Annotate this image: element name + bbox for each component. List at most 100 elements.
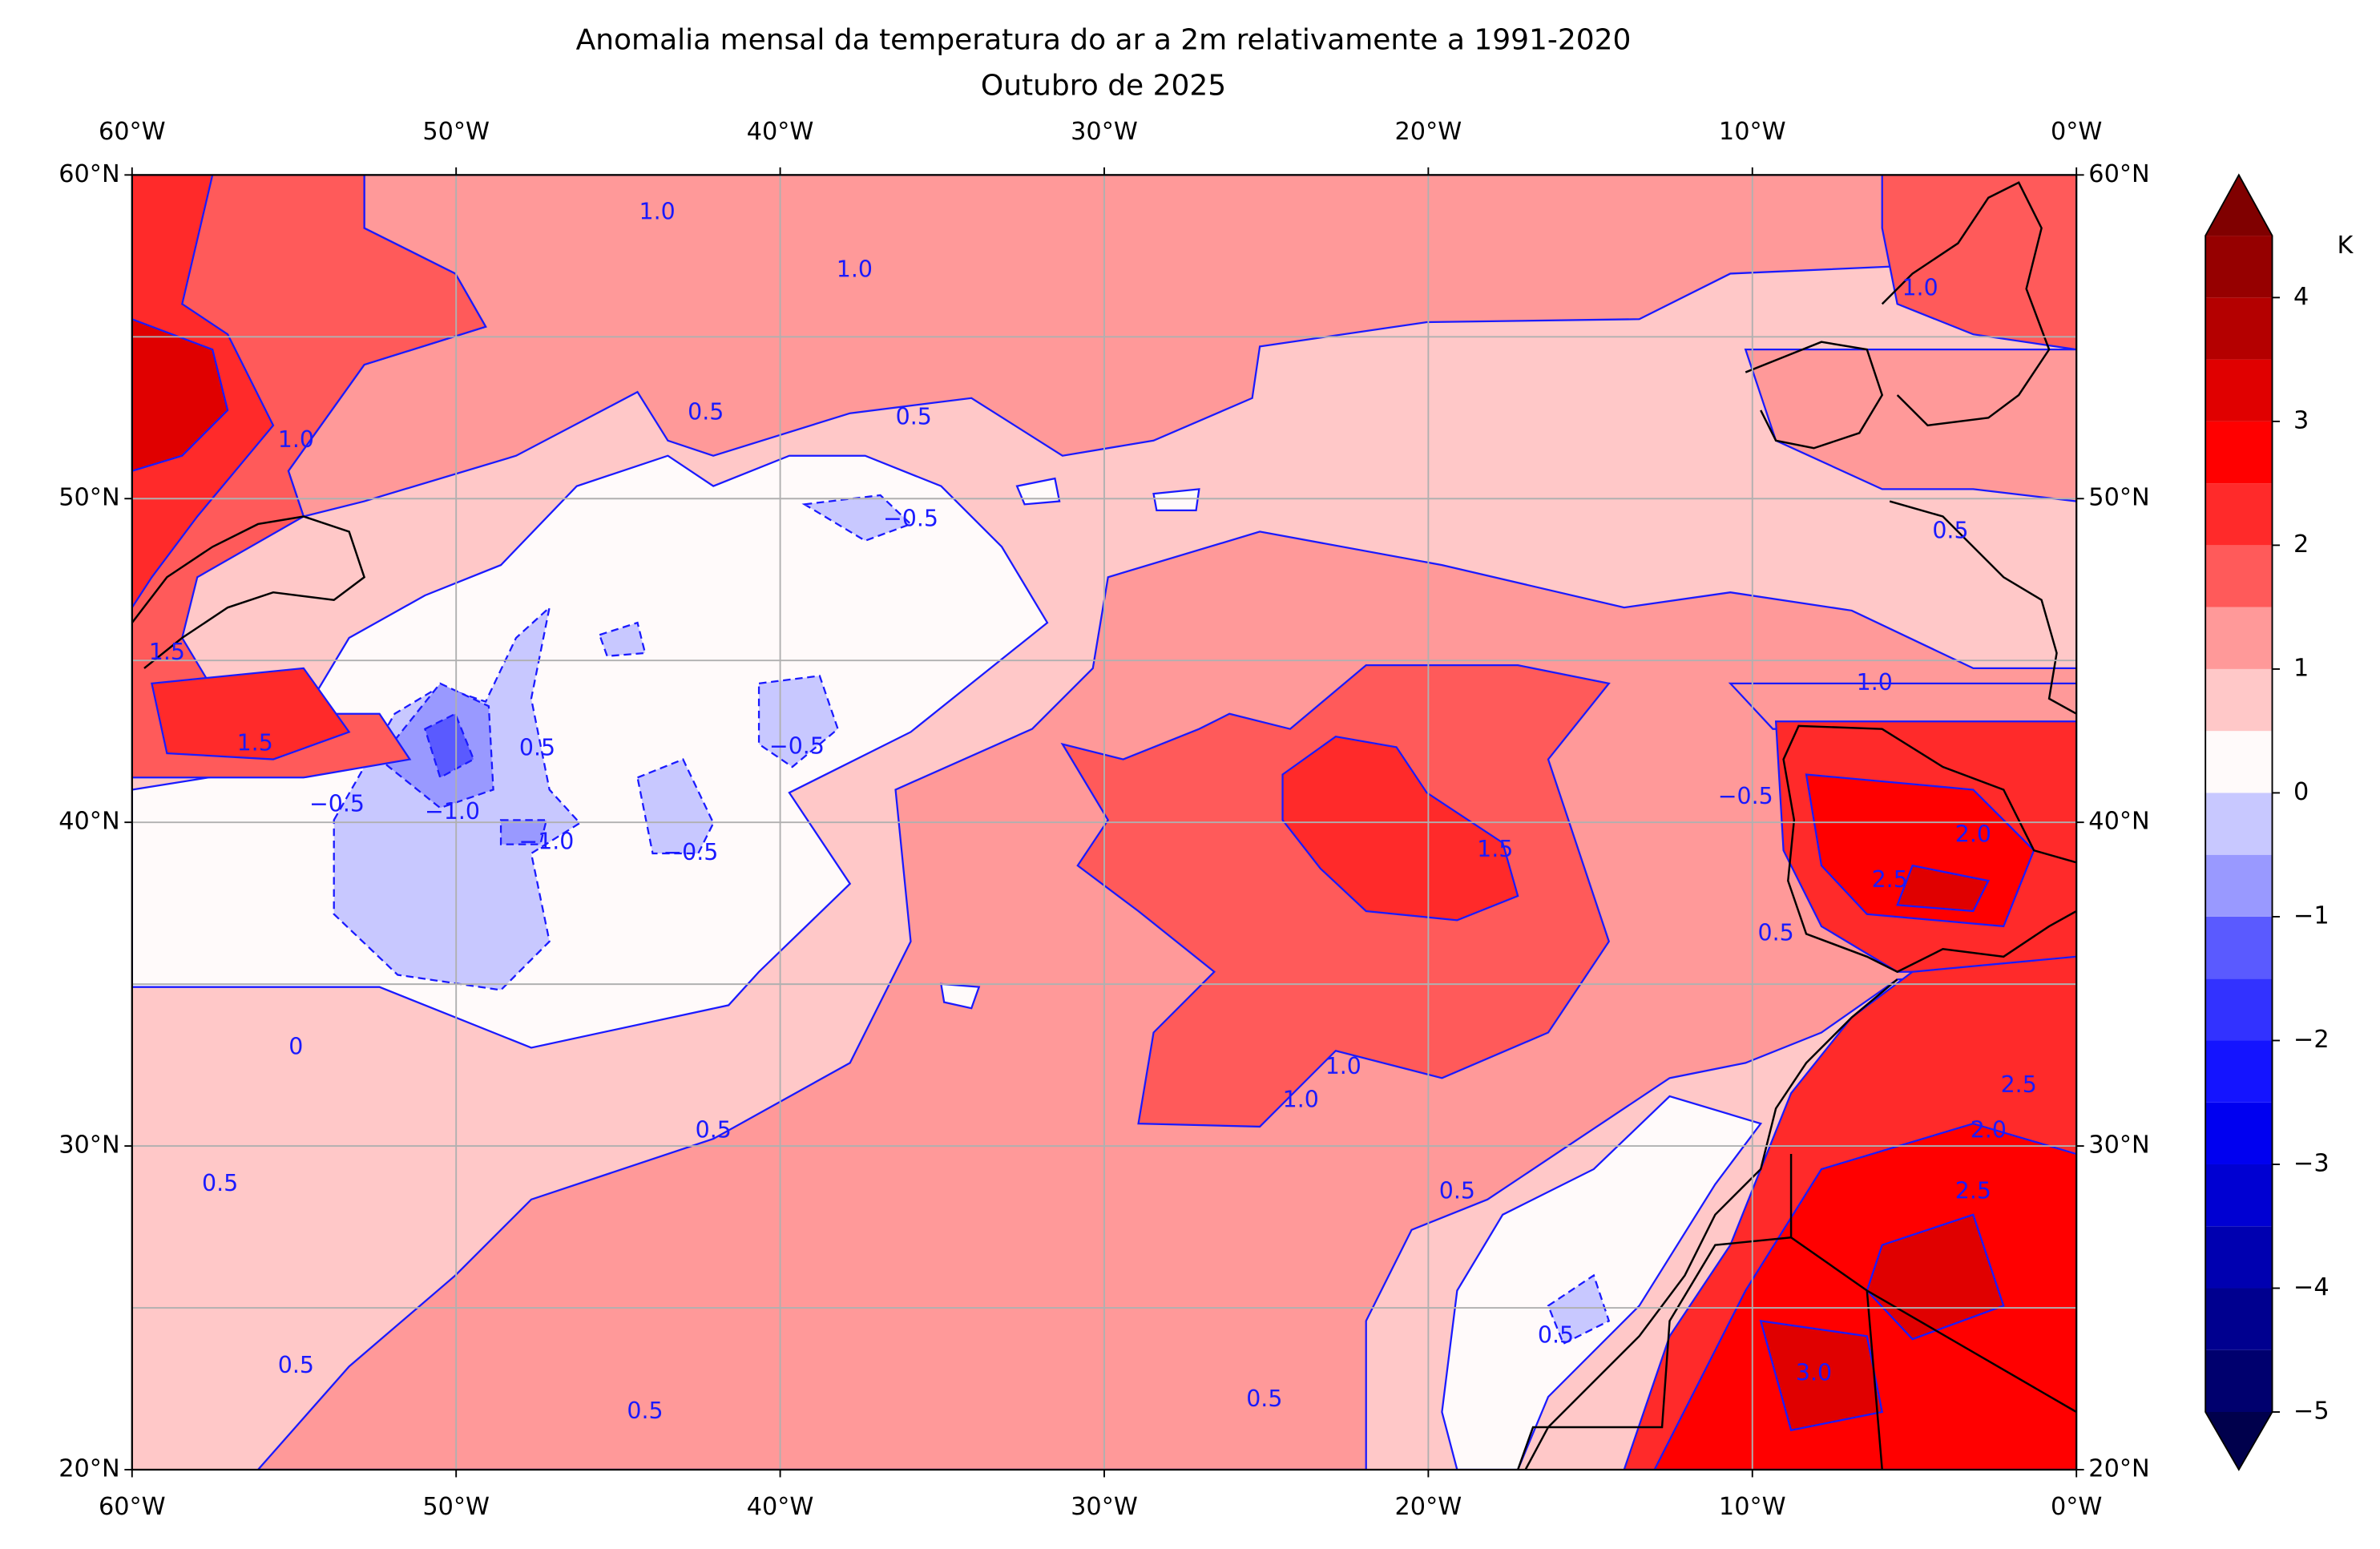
colorbar-bin	[2205, 916, 2273, 979]
lat-tick-label: 40°N	[58, 808, 119, 836]
colorbar-tick-label: 4	[2293, 283, 2309, 311]
coastline	[1524, 978, 1898, 1470]
colorbar-bin	[2205, 1226, 2273, 1289]
contour-label: 0.5	[1538, 1321, 1574, 1348]
contour-label: 1.0	[1857, 669, 1893, 696]
colorbar-bin	[2205, 1164, 2273, 1227]
contour-region	[1152, 488, 1200, 512]
contour-label: 2.5	[1872, 866, 1908, 893]
colorbar-tick-label: −2	[2293, 1026, 2330, 1054]
colorbar-extend	[2205, 175, 2273, 236]
lon-tick-label: 10°W	[1719, 118, 1786, 146]
contour-label: −0.5	[1718, 783, 1773, 809]
lon-tick-label: 20°W	[1395, 118, 1462, 146]
lat-tick-label: 40°N	[2088, 808, 2149, 836]
contour-region	[499, 819, 548, 845]
contour-region	[131, 175, 487, 779]
colorbar-bin	[2205, 359, 2273, 422]
contour-label: 0.5	[519, 734, 555, 760]
lat-tick-label: 20°N	[58, 1455, 119, 1483]
colorbar-extend	[2205, 1412, 2273, 1470]
lon-tick-label: 40°W	[747, 118, 814, 146]
contour-label: −0.5	[769, 732, 825, 759]
contour-label: 3.0	[1796, 1360, 1832, 1386]
border	[1866, 1290, 1883, 1470]
contour-region	[1281, 735, 1519, 922]
lon-tick-label: 30°W	[1071, 1493, 1138, 1521]
colorbar-tick-label: 2	[2293, 530, 2309, 559]
contour-label: 0.5	[627, 1398, 663, 1424]
contour-label: 0.5	[1439, 1177, 1475, 1204]
colorbar-tick-label: −3	[2293, 1149, 2330, 1177]
contour-label: −1.0	[518, 829, 574, 855]
contour-label: −0.5	[663, 839, 718, 865]
colorbar: −5 −4 −3 −2 −1 0 1 2 3 4	[2205, 173, 2330, 1471]
colorbar-bin	[2205, 483, 2273, 546]
contour-label: 0	[288, 1033, 303, 1059]
contour-label: 0.5	[688, 399, 724, 426]
colorbar-bin	[2205, 978, 2273, 1041]
contour-label: 1.0	[1902, 274, 1938, 301]
lon-tick-label: 0°W	[2051, 1493, 2102, 1521]
lat-tick-label: 20°N	[2088, 1455, 2149, 1483]
lon-tick-label: 60°W	[99, 1493, 166, 1521]
colorbar-bin	[2205, 1349, 2273, 1413]
lon-tick-label: 0°W	[2051, 118, 2102, 146]
contour-region	[131, 318, 229, 472]
colorbar-unit: K	[2337, 232, 2354, 260]
contour-region	[423, 712, 475, 779]
contour-label: 2.0	[1955, 821, 1991, 847]
contour-label: −0.5	[309, 790, 365, 817]
contour-label: 1.5	[237, 730, 273, 756]
contour-label: −0.5	[883, 505, 938, 531]
contour-label: 2.5	[2001, 1071, 2037, 1098]
colorbar-bin	[2205, 421, 2273, 484]
colorbar-bin	[2205, 1288, 2273, 1350]
contour-region	[1653, 1122, 2077, 1470]
colorbar-tick-label: −4	[2293, 1273, 2330, 1301]
coastline	[1782, 724, 2077, 974]
colorbar-bin	[2205, 793, 2273, 855]
contour-region	[1060, 664, 1611, 1128]
colorbar-bin	[2205, 731, 2273, 793]
contour-label: 0.5	[202, 1170, 238, 1196]
contour-label: 2.5	[1955, 1177, 1991, 1204]
coastline	[131, 515, 366, 669]
contour-label: 1.0	[837, 256, 873, 283]
contour-label: 2.0	[1971, 1117, 2007, 1144]
colorbar-bin	[2205, 668, 2273, 732]
contour-region	[598, 621, 647, 657]
contour-region	[757, 675, 839, 768]
contour-region	[151, 667, 351, 760]
map-subtitle: Outubro de 2025	[981, 69, 1226, 102]
contour-region	[1896, 864, 1990, 913]
lat-tick-label: 60°N	[2088, 160, 2149, 188]
lat-tick-label: 30°N	[2088, 1131, 2149, 1160]
colorbar-bin	[2205, 1040, 2273, 1103]
contour-label: 0.5	[278, 1352, 314, 1378]
colorbar-bin	[2205, 297, 2273, 360]
contour-label: 0.5	[1932, 517, 1968, 543]
lon-tick-label: 40°W	[747, 1493, 814, 1521]
contour-label: −1.0	[425, 798, 480, 825]
lon-tick-label: 10°W	[1719, 1493, 1786, 1521]
axes: 60°W 60°W 50°W 50°W 40°W 40°W 30°W 30°W 20°W 20°W…	[58, 118, 2149, 1521]
lat-tick-label: 60°N	[58, 160, 119, 188]
lat-tick-label: 50°N	[2088, 484, 2149, 512]
contour-label: 1.0	[639, 199, 676, 225]
contour-label: 1.0	[1325, 1053, 1361, 1079]
contour-label: 1.0	[278, 426, 314, 453]
lon-tick-label: 50°W	[422, 1493, 490, 1521]
contour-region	[1441, 1095, 1763, 1470]
colorbar-tick-label: −1	[2293, 902, 2330, 930]
contour-label: 0.5	[1246, 1386, 1282, 1412]
contour-region	[1728, 682, 2077, 730]
contour-label: 0.5	[896, 403, 932, 430]
colorbar-bin	[2205, 1102, 2273, 1164]
contour-region	[1759, 1320, 1884, 1432]
lat-tick-label: 50°N	[58, 484, 119, 512]
colorbar-bin	[2205, 854, 2273, 917]
contour-region	[636, 758, 715, 855]
contour-label: 1.5	[1477, 836, 1513, 862]
